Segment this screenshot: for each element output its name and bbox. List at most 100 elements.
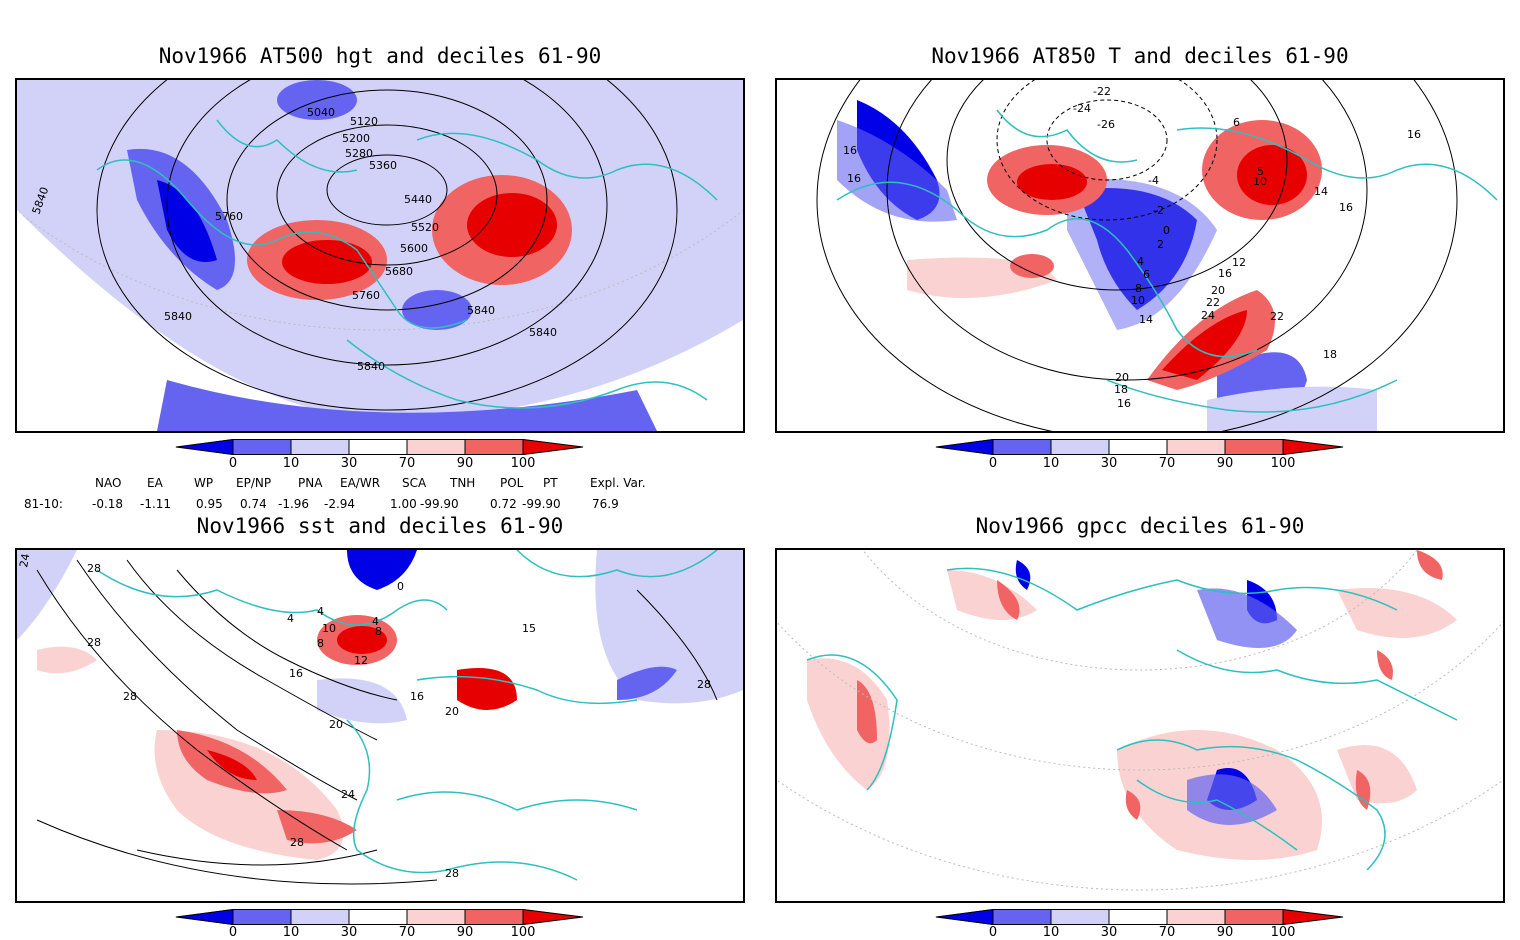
map-panel-p2: -22 -24 -26 -4 -2 0 2 4 6 8 10 14 16 16 … — [775, 78, 1505, 433]
contour-label: 24 — [1201, 309, 1215, 322]
index-value: -1.11 — [140, 497, 172, 511]
colorbar-label: 100 — [1270, 925, 1296, 940]
map-p1: 5040 5120 5200 5280 5360 5440 5520 5600 … — [17, 80, 743, 431]
contour-label: 14 — [1314, 185, 1328, 198]
index-value: 76.9 — [592, 497, 619, 511]
contour-label: 16 — [843, 144, 857, 157]
contour-label: -26 — [1097, 118, 1115, 131]
contour-label: 10 — [1253, 175, 1267, 188]
index-value: -99.90 — [420, 497, 459, 511]
contour-label: 5600 — [400, 242, 428, 255]
index-header: WP — [194, 476, 214, 490]
colorbar-label: 90 — [456, 456, 474, 471]
contour-label: 4 — [372, 615, 379, 628]
contour-label: 20 — [445, 705, 459, 718]
contour-label: 18 — [1323, 348, 1337, 361]
index-header: SCA — [402, 476, 427, 490]
shading-blue — [157, 380, 657, 431]
contour-label: 14 — [1139, 313, 1153, 326]
index-value: -0.18 — [92, 497, 124, 511]
contour-label: 5840 — [164, 310, 192, 323]
contour-label: 5520 — [411, 221, 439, 234]
contour-label: -4 — [1148, 174, 1159, 187]
contour-label: 20 — [329, 718, 343, 731]
contour-label: 10 — [322, 622, 336, 635]
contour-label: 5 — [1257, 165, 1264, 178]
colorbar-label: 30 — [1100, 456, 1118, 471]
contour-label: 5680 — [385, 265, 413, 278]
coastlines — [806, 567, 1458, 871]
contour-label: 4 — [317, 605, 324, 618]
contour-label: 4 — [287, 612, 294, 625]
colorbar-label: 30 — [340, 456, 358, 471]
panel-title-p1: Nov1966 AT500 hgt and deciles 61-90 — [158, 44, 602, 68]
index-header: Expl. Var. — [590, 476, 646, 490]
contour-label: 16 — [1117, 397, 1131, 410]
contour-label: -22 — [1093, 85, 1111, 98]
index-header: TNH — [450, 476, 476, 490]
contour-label: 5280 — [345, 147, 373, 160]
map-panel-p1: 5040 5120 5200 5280 5360 5440 5520 5600 … — [15, 78, 745, 433]
contour-label: 24 — [341, 788, 355, 801]
index-value: -1.96 — [278, 497, 310, 511]
contour-label: 24 — [17, 552, 32, 568]
coastlines — [836, 109, 1498, 413]
contour-label: 28 — [87, 636, 101, 649]
contour-label: 28 — [123, 690, 137, 703]
colorbar-p3: 0 10 30 70 90 100 — [175, 909, 585, 940]
contour-label: 28 — [290, 836, 304, 849]
colorbar-swatches — [175, 439, 584, 455]
map-p2: -22 -24 -26 -4 -2 0 2 4 6 8 10 14 16 16 … — [777, 80, 1503, 431]
index-value: 1.00 — [390, 497, 417, 511]
coastlines — [96, 119, 718, 409]
contour-label: 16 — [847, 172, 861, 185]
colorbar-label: 0 — [228, 456, 238, 471]
contour-label: 6 — [1143, 268, 1150, 281]
contour-label: 22 — [1206, 296, 1220, 309]
contour-label: 5760 — [215, 210, 243, 223]
contour-label: 12 — [354, 654, 368, 667]
contour-label: 5840 — [529, 326, 557, 339]
contour-label: 6 — [1233, 116, 1240, 129]
colorbar-swatches — [935, 909, 1344, 925]
coastlines — [96, 550, 718, 881]
map-panel-p4 — [775, 548, 1505, 903]
index-header: PNA — [298, 476, 323, 490]
colorbar-label: 100 — [510, 925, 536, 940]
contour-label: 8 — [375, 625, 382, 638]
contour-label: 5040 — [307, 106, 335, 119]
colorbar-label: 90 — [1216, 925, 1234, 940]
contour-label: 5440 — [404, 193, 432, 206]
index-header: EA/WR — [340, 476, 381, 490]
contour-label: -24 — [1073, 102, 1091, 115]
contour-label: 16 — [1339, 201, 1353, 214]
colorbar-label: 0 — [988, 456, 998, 471]
colorbar-label: 100 — [1270, 456, 1296, 471]
colorbar-label: 10 — [282, 456, 300, 471]
index-header: NAO — [95, 476, 122, 490]
contour-label: 20 — [1211, 284, 1225, 297]
map-p3: 24 28 28 28 4 8 12 16 16 20 20 24 28 28 … — [17, 550, 743, 885]
contour-label: 18 — [1114, 383, 1128, 396]
colorbar-p2: 0 10 30 70 90 100 — [935, 439, 1345, 475]
contour-label: 28 — [87, 562, 101, 575]
index-value: 0.72 — [490, 497, 517, 511]
index-value: -99.90 — [522, 497, 561, 511]
colorbar-label: 10 — [1042, 456, 1060, 471]
contour-label: 16 — [1407, 128, 1421, 141]
colorbar-label: 30 — [340, 925, 358, 940]
panel-title-p2: Nov1966 AT850 T and deciles 61-90 — [931, 44, 1349, 68]
panel-title-p3: Nov1966 sst and deciles 61-90 — [196, 514, 564, 538]
colorbar-p1: 0 10 30 70 90 100 — [175, 439, 585, 475]
contour-label: 15 — [522, 622, 536, 635]
index-row-label: 81-10: — [24, 497, 63, 511]
index-header: EP/NP — [236, 476, 272, 490]
contour-label: 28 — [445, 867, 459, 880]
colorbar-label: 100 — [510, 456, 536, 471]
contour-label: 22 — [1270, 310, 1284, 323]
contour-label: 5840 — [467, 304, 495, 317]
contour-label: 20 — [1115, 371, 1129, 384]
contour-label: 5840 — [357, 360, 385, 373]
contour-label: 4 — [1137, 255, 1144, 268]
contour-label: 5360 — [369, 159, 397, 172]
